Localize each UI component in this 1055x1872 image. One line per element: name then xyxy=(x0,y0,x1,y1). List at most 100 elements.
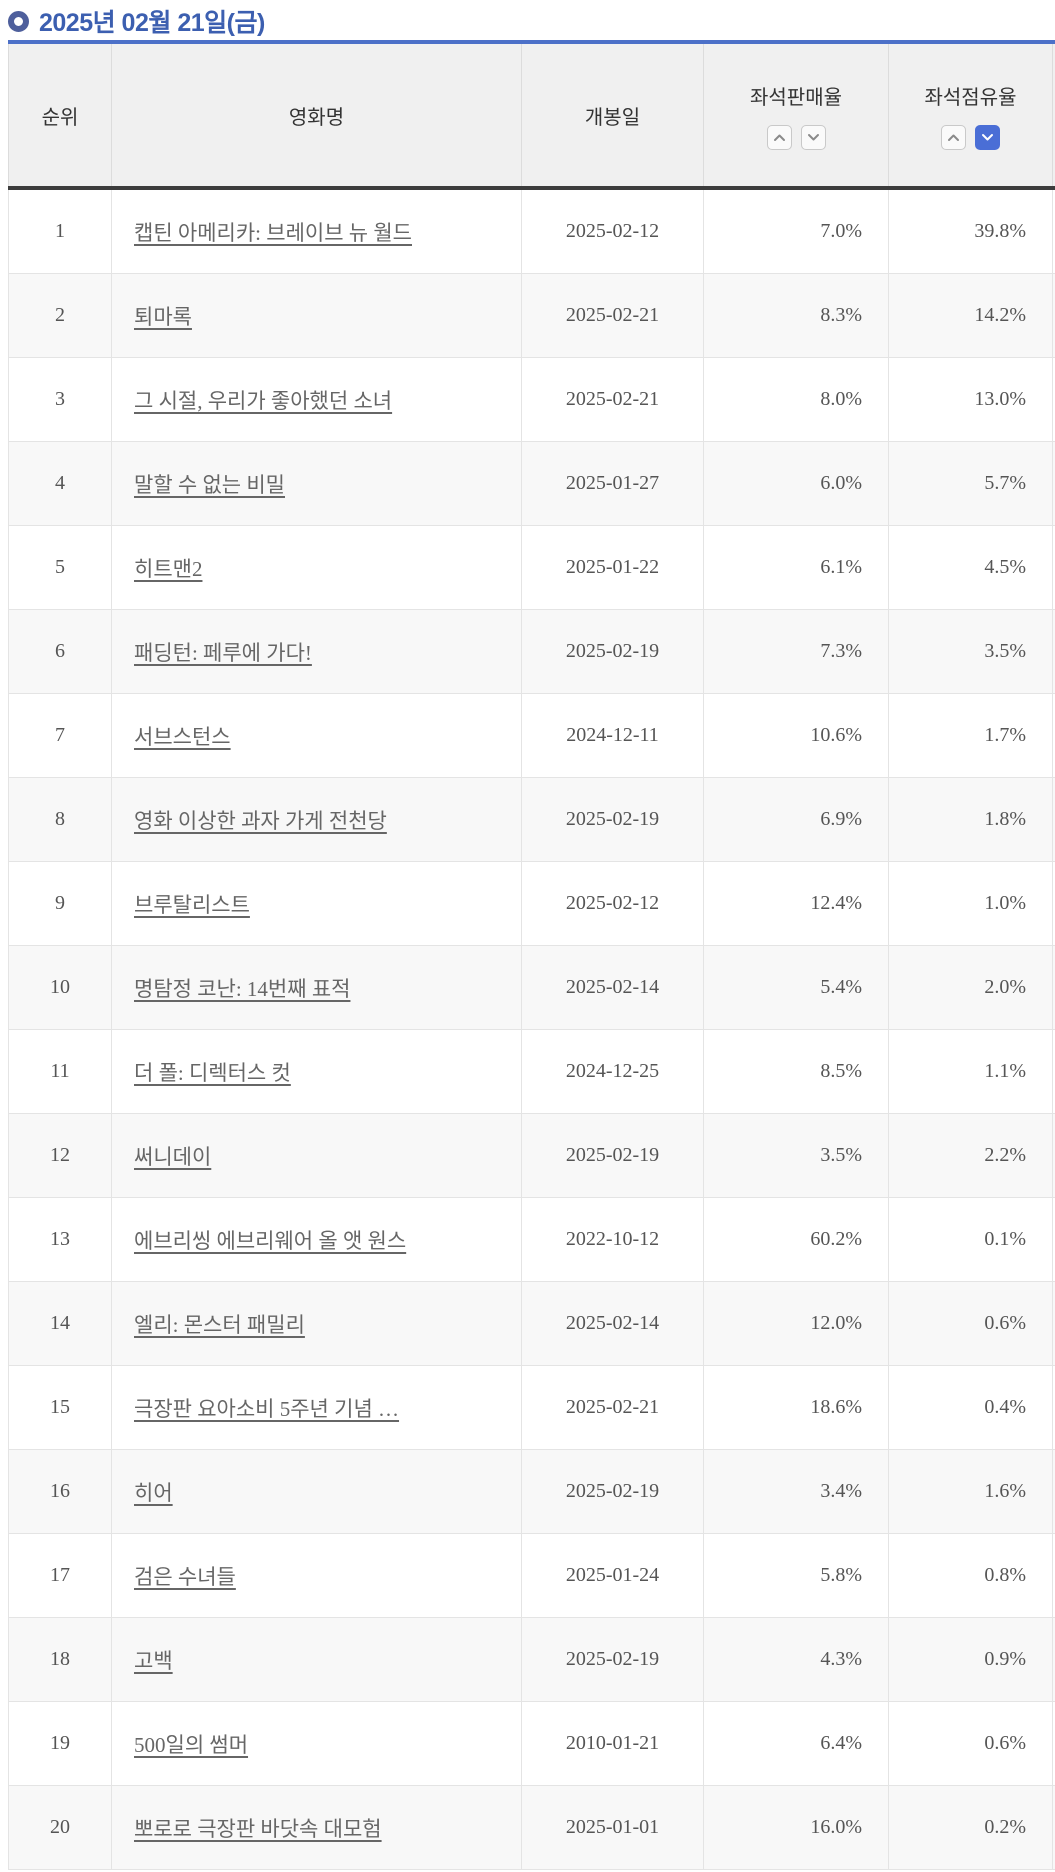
movie-title-link[interactable]: 영화 이상한 과자 가게 전천당 xyxy=(134,808,387,833)
table-row: 14 엘리: 몬스터 패밀리 2025-02-14 12.0% 0.6% xyxy=(8,1281,1055,1366)
sales-sort-desc-button[interactable] xyxy=(800,124,826,150)
movie-title-link[interactable]: 엘리: 몬스터 패밀리 xyxy=(134,1312,305,1337)
table-row: 15 극장판 요아소비 5주년 기념 … 2025-02-21 18.6% 0.… xyxy=(8,1365,1055,1450)
header-rank-label: 순위 xyxy=(41,106,79,129)
movie-title-link[interactable]: 써니데이 xyxy=(134,1144,212,1169)
release-date-cell: 2025-02-19 xyxy=(521,777,704,862)
table-header-row: 순위 영화명 개봉일 좌석판매율 xyxy=(8,42,1055,190)
table-row: 7 서브스턴스 2024-12-11 10.6% 1.7% xyxy=(8,693,1055,778)
clipped-cell xyxy=(1052,1113,1055,1198)
seat-occupancy-rate-cell: 4.5% xyxy=(888,525,1053,610)
table-row: 10 명탐정 코난: 14번째 표적 2025-02-14 5.4% 2.0% xyxy=(8,945,1055,1030)
table-row: 8 영화 이상한 과자 가게 전천당 2025-02-19 6.9% 1.8% xyxy=(8,777,1055,862)
header-clipped-column xyxy=(1052,42,1055,190)
movie-title-link[interactable]: 캡틴 아메리카: 브레이브 뉴 월드 xyxy=(134,220,412,245)
table-row: 6 패딩턴: 페루에 가다! 2025-02-19 7.3% 3.5% xyxy=(8,609,1055,694)
clipped-cell xyxy=(1052,273,1055,358)
movie-title-link[interactable]: 명탐정 코난: 14번째 표적 xyxy=(134,976,351,1001)
seat-occupancy-rate-cell: 13.0% xyxy=(888,357,1053,442)
movie-title-link[interactable]: 히트맨2 xyxy=(134,556,203,581)
occupancy-sort-desc-button[interactable] xyxy=(975,124,1000,150)
movie-title-link[interactable]: 히어 xyxy=(134,1480,173,1505)
seat-sales-rate-cell: 4.3% xyxy=(703,1617,889,1702)
rank-cell: 5 xyxy=(8,525,112,610)
rank-cell: 18 xyxy=(8,1617,112,1702)
movie-title-link[interactable]: 그 시절, 우리가 좋아했던 소녀 xyxy=(134,388,393,413)
seat-occupancy-rate-cell: 1.8% xyxy=(888,777,1053,862)
release-date-cell: 2010-01-21 xyxy=(521,1701,704,1786)
clipped-cell xyxy=(1052,441,1055,526)
header-seat-sales-rate: 좌석판매율 xyxy=(703,42,889,190)
movie-title-link[interactable]: 고백 xyxy=(134,1648,173,1673)
seat-sales-rate-cell: 10.6% xyxy=(703,693,889,778)
seat-occupancy-rate-cell: 0.4% xyxy=(888,1365,1053,1450)
movie-title-cell: 검은 수녀들 xyxy=(111,1533,522,1618)
header-seat-occupancy-rate-label: 좌석점유율 xyxy=(924,86,1017,109)
clipped-cell xyxy=(1052,525,1055,610)
clipped-cell xyxy=(1052,188,1055,274)
release-date-cell: 2025-02-12 xyxy=(521,188,704,274)
occupancy-sort-asc-button[interactable] xyxy=(941,124,966,150)
movie-title-link[interactable]: 퇴마록 xyxy=(134,304,192,329)
movie-title-link[interactable]: 극장판 요아소비 5주년 기념 … xyxy=(134,1396,400,1421)
release-date-cell: 2025-01-22 xyxy=(521,525,704,610)
movie-title-link[interactable]: 말할 수 없는 비밀 xyxy=(134,472,285,497)
movie-title-cell: 500일의 썸머 xyxy=(111,1701,522,1786)
clipped-cell xyxy=(1052,1701,1055,1786)
seat-sales-rate-cell: 12.4% xyxy=(703,861,889,946)
header-release-date: 개봉일 xyxy=(521,42,704,190)
clipped-cell xyxy=(1052,1617,1055,1702)
movie-title-link[interactable]: 검은 수녀들 xyxy=(134,1564,236,1589)
movie-title-link[interactable]: 패딩턴: 페루에 가다! xyxy=(134,640,312,665)
table-body: 1 캡틴 아메리카: 브레이브 뉴 월드 2025-02-12 7.0% 39.… xyxy=(8,188,1055,1870)
seat-occupancy-rate-cell: 0.9% xyxy=(888,1617,1053,1702)
bullet-ring-icon xyxy=(8,10,29,32)
clipped-cell xyxy=(1052,609,1055,694)
header-seat-sales-rate-label: 좌석판매율 xyxy=(750,86,842,109)
movie-title-link[interactable]: 서브스턴스 xyxy=(134,724,231,749)
table-row: 11 더 폴: 디렉터스 컷 2024-12-25 8.5% 1.1% xyxy=(8,1029,1055,1114)
movie-title-link[interactable]: 더 폴: 디렉터스 컷 xyxy=(134,1060,291,1085)
clipped-cell xyxy=(1052,1449,1055,1534)
seat-sales-rate-cell: 3.5% xyxy=(703,1113,889,1198)
table-row: 4 말할 수 없는 비밀 2025-01-27 6.0% 5.7% xyxy=(8,441,1055,526)
rank-cell: 11 xyxy=(8,1029,112,1114)
movie-title-cell: 패딩턴: 페루에 가다! xyxy=(111,609,522,694)
release-date-cell: 2025-01-27 xyxy=(521,441,704,526)
movie-title-cell: 에브리씽 에브리웨어 올 앳 원스 xyxy=(111,1197,522,1282)
release-date-cell: 2025-02-21 xyxy=(521,357,704,442)
movie-title-link[interactable]: 브루탈리스트 xyxy=(134,892,250,917)
clipped-cell xyxy=(1052,777,1055,862)
seat-sales-rate-cell: 60.2% xyxy=(703,1197,889,1282)
sales-sort-asc-button[interactable] xyxy=(766,124,792,150)
rank-cell: 17 xyxy=(8,1533,112,1618)
movie-title-cell: 캡틴 아메리카: 브레이브 뉴 월드 xyxy=(111,188,522,274)
header-seat-occupancy-rate: 좌석점유율 xyxy=(888,42,1053,190)
table-row: 5 히트맨2 2025-01-22 6.1% 4.5% xyxy=(8,525,1055,610)
chevron-down-icon xyxy=(807,133,820,142)
clipped-cell xyxy=(1052,693,1055,778)
seat-sales-rate-cell: 3.4% xyxy=(703,1449,889,1534)
rank-cell: 1 xyxy=(8,188,112,274)
seat-occupancy-rate-cell: 0.2% xyxy=(888,1785,1053,1870)
seat-occupancy-rate-cell: 39.8% xyxy=(888,188,1053,274)
seat-sales-rate-cell: 8.0% xyxy=(703,357,889,442)
seat-occupancy-rate-cell: 1.6% xyxy=(888,1449,1053,1534)
seat-occupancy-rate-cell: 14.2% xyxy=(888,273,1053,358)
table-viewport: 순위 영화명 개봉일 좌석판매율 xyxy=(8,40,1055,1870)
clipped-cell xyxy=(1052,357,1055,442)
movie-title-link[interactable]: 에브리씽 에브리웨어 올 앳 원스 xyxy=(134,1228,407,1253)
rank-cell: 16 xyxy=(8,1449,112,1534)
movie-title-link[interactable]: 500일의 썸머 xyxy=(134,1732,249,1757)
seat-sales-rate-cell: 18.6% xyxy=(703,1365,889,1450)
seat-sales-rate-cell: 6.9% xyxy=(703,777,889,862)
clipped-cell xyxy=(1052,1281,1055,1366)
seat-occupancy-rate-cell: 2.0% xyxy=(888,945,1053,1030)
chevron-down-icon xyxy=(981,133,994,142)
rank-cell: 4 xyxy=(8,441,112,526)
rank-cell: 13 xyxy=(8,1197,112,1282)
seat-occupancy-rate-cell: 1.0% xyxy=(888,861,1053,946)
rank-cell: 6 xyxy=(8,609,112,694)
movie-title-link[interactable]: 뽀로로 극장판 바닷속 대모험 xyxy=(134,1816,382,1841)
